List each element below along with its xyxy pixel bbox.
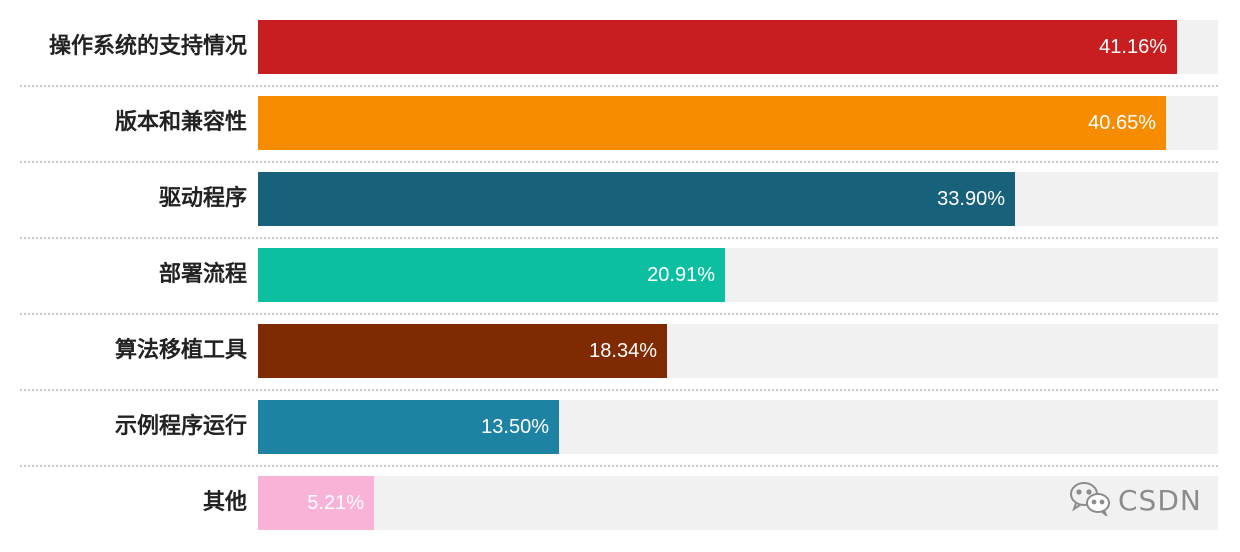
- bar: [258, 96, 1166, 150]
- bar-track: 13.50%: [258, 400, 1218, 454]
- value-label: 20.91%: [647, 264, 715, 286]
- value-label: 40.65%: [1088, 112, 1156, 134]
- bar-track: 41.16%: [258, 20, 1218, 74]
- bar-row: 示例程序运行 13.50%: [0, 400, 1240, 476]
- row-divider: [20, 85, 1218, 87]
- bar-row: 驱动程序 33.90%: [0, 172, 1240, 248]
- bar: [258, 172, 1015, 226]
- category-label: 其他: [202, 490, 247, 515]
- value-label: 18.34%: [589, 340, 657, 362]
- row-divider: [20, 465, 1218, 467]
- wechat-icon: [1068, 480, 1118, 520]
- bar: [258, 20, 1177, 74]
- row-divider: [20, 389, 1218, 391]
- value-label: 5.21%: [307, 492, 364, 514]
- watermark-text: CSDN: [1118, 483, 1202, 517]
- bar-row: 版本和兼容性 40.65%: [0, 96, 1240, 172]
- bar-track: 20.91%: [258, 248, 1218, 302]
- category-label: 示例程序运行: [114, 414, 247, 439]
- bar: [258, 476, 374, 530]
- value-label: 13.50%: [481, 416, 549, 438]
- bar-row: 操作系统的支持情况 41.16%: [0, 20, 1240, 96]
- value-label: 41.16%: [1099, 36, 1167, 58]
- bar-track: 18.34%: [258, 324, 1218, 378]
- category-label: 驱动程序: [158, 186, 247, 211]
- value-label: 33.90%: [937, 188, 1005, 210]
- row-divider: [20, 237, 1218, 239]
- category-label: 部署流程: [158, 262, 247, 287]
- csdn-watermark: CSDN: [1068, 478, 1202, 522]
- row-divider: [20, 313, 1218, 315]
- bar: [258, 248, 725, 302]
- category-label: 操作系统的支持情况: [48, 34, 247, 59]
- category-label: 版本和兼容性: [114, 110, 247, 135]
- bar-row: 其他 5.21%: [0, 476, 1240, 552]
- bar-track: 5.21%: [258, 476, 1218, 530]
- bar: [258, 324, 667, 378]
- bar-track: 33.90%: [258, 172, 1218, 226]
- bar-row: 部署流程 20.91%: [0, 248, 1240, 324]
- bar: [258, 400, 559, 454]
- row-divider: [20, 161, 1218, 163]
- bar-track: 40.65%: [258, 96, 1218, 150]
- bar-row: 算法移植工具 18.34%: [0, 324, 1240, 400]
- category-label: 算法移植工具: [114, 338, 247, 363]
